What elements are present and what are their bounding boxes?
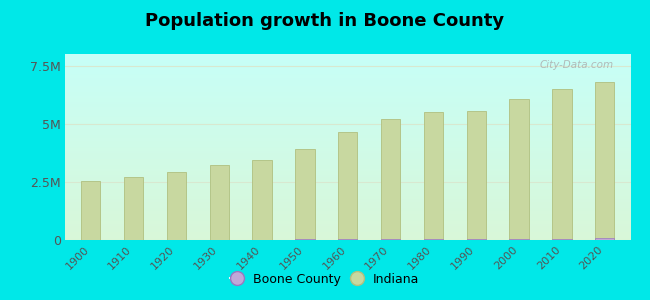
Bar xyxy=(338,132,358,240)
Bar xyxy=(252,239,272,240)
Bar xyxy=(209,239,229,240)
Bar xyxy=(510,239,528,240)
Bar xyxy=(209,165,229,240)
Bar xyxy=(381,239,400,240)
Bar xyxy=(295,239,315,240)
Bar xyxy=(467,111,486,240)
Bar xyxy=(81,182,100,240)
Bar xyxy=(338,239,358,240)
Bar xyxy=(552,239,571,240)
Legend: Boone County, Indiana: Boone County, Indiana xyxy=(226,268,424,291)
Text: Population growth in Boone County: Population growth in Boone County xyxy=(146,12,504,30)
Bar xyxy=(252,160,272,240)
Bar xyxy=(424,239,443,240)
Bar xyxy=(424,112,443,240)
Bar xyxy=(167,172,186,240)
Text: City-Data.com: City-Data.com xyxy=(540,60,614,70)
Bar xyxy=(595,82,614,240)
Bar xyxy=(510,99,528,240)
Bar xyxy=(467,239,486,240)
Bar xyxy=(595,238,614,240)
Bar xyxy=(124,177,143,240)
Bar xyxy=(552,89,571,240)
Bar xyxy=(381,119,400,240)
Bar xyxy=(295,148,315,240)
